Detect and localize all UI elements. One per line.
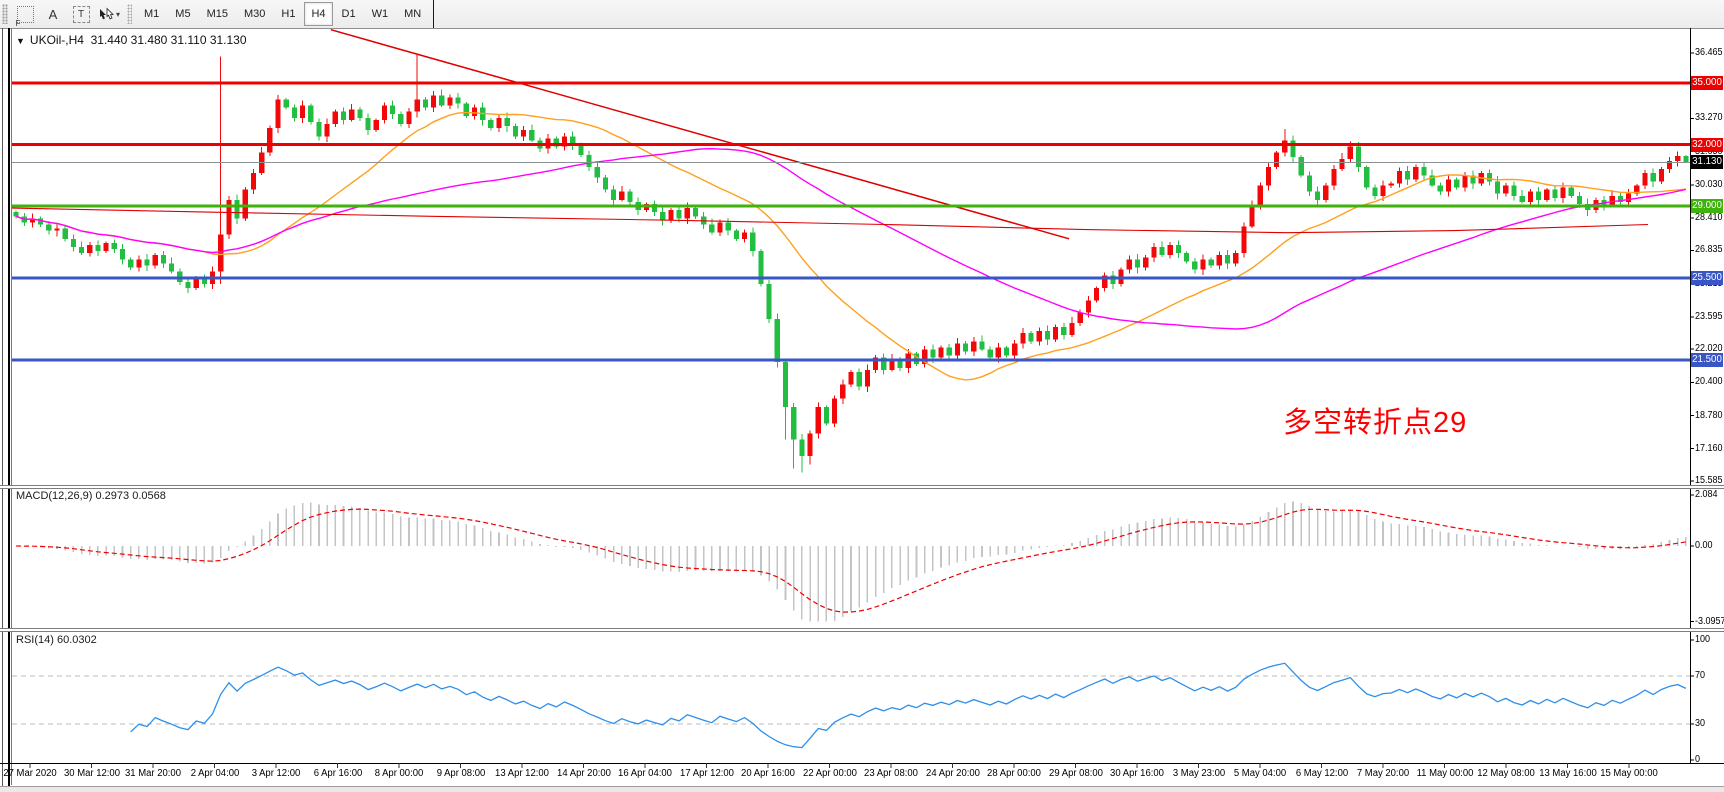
- price-axis-border: [1690, 28, 1691, 763]
- symbol-period-label: UKOil-,H4: [29, 33, 84, 47]
- textbox-icon: T: [72, 5, 90, 23]
- price-tick-label: 15.585: [1695, 475, 1723, 486]
- date-label[interactable]: 3 May 23:00: [1172, 768, 1225, 779]
- price-badge: 31.130: [1691, 155, 1724, 170]
- date-label[interactable]: 3 Apr 12:00: [251, 768, 301, 779]
- date-label[interactable]: 31 Mar 20:00: [125, 768, 181, 779]
- rsi-tick-label: 0: [1695, 754, 1701, 765]
- date-label[interactable]: 13 May 16:00: [1538, 768, 1597, 779]
- window-left-edge: [2, 28, 3, 792]
- date-label[interactable]: 12 May 08:00: [1477, 768, 1535, 779]
- price-tick-label: 22.020: [1695, 343, 1723, 355]
- text-box-tool-button[interactable]: T: [69, 3, 93, 25]
- macd-signal-value: 0.0568: [132, 490, 166, 502]
- annotation-text[interactable]: 多空转折点29: [1283, 407, 1468, 439]
- price-badge: 25.500: [1691, 270, 1724, 285]
- dock-frame-label: F: [15, 18, 21, 28]
- price-tick-label: 18.780: [1695, 409, 1723, 421]
- rsi-tick-label: 100: [1695, 634, 1711, 645]
- rsi-tick-label: 30: [1695, 718, 1706, 729]
- toolbar: F A T ▾ M1 M5 M15 M30 H1 H4 D1 W1 MN: [0, 0, 1724, 29]
- date-label[interactable]: 23 Apr 08:00: [864, 768, 918, 779]
- date-label[interactable]: 7 May 20:00: [1356, 768, 1410, 779]
- symbol-dropdown-icon: ▼: [16, 36, 25, 46]
- date-label[interactable]: 6 Apr 16:00: [313, 768, 362, 779]
- chart-left-border: [8, 28, 10, 792]
- window-bottom-strip: [0, 786, 1724, 792]
- date-label[interactable]: 2 Apr 04:00: [190, 768, 239, 779]
- rsi-tick-label: 70: [1695, 670, 1706, 681]
- date-label[interactable]: 22 Apr 00:00: [802, 768, 857, 779]
- price-tick-label: 17.160: [1695, 442, 1723, 454]
- tf-button-mn[interactable]: MN: [404, 8, 422, 20]
- date-label[interactable]: 20 Apr 16:00: [741, 768, 795, 779]
- tf-button-h4[interactable]: H4: [304, 2, 333, 26]
- date-label[interactable]: 5 May 04:00: [1233, 768, 1287, 779]
- macd-tick-label: 0.00: [1695, 540, 1713, 551]
- price-tick-label: 36.465: [1695, 47, 1723, 58]
- tf-button-w1[interactable]: W1: [371, 8, 389, 20]
- date-label[interactable]: 14 Apr 20:00: [556, 768, 611, 779]
- price-tick-label: 28.410: [1695, 212, 1723, 224]
- date-label[interactable]: 13 Apr 12:00: [495, 768, 549, 779]
- time-axis-line: [0, 763, 1724, 764]
- rsi-indicator-label: RSI(14) 60.0302: [16, 634, 97, 646]
- chart-ohlc-label: ▼ UKOil-,H4 31.440 31.480 31.110 31.130: [16, 33, 247, 47]
- price-badge: 29.000: [1691, 199, 1724, 214]
- date-label[interactable]: 9 Apr 08:00: [436, 768, 485, 779]
- toolbar-separator: [127, 4, 133, 24]
- tf-button-m15[interactable]: M15: [206, 8, 228, 20]
- price-tick-label: 26.835: [1695, 244, 1723, 256]
- price-badge: 35.000: [1691, 76, 1724, 91]
- tf-button-m1[interactable]: M1: [144, 8, 160, 20]
- dock-frame-icon[interactable]: F: [13, 3, 37, 28]
- macd-tick-label: 2.084: [1695, 489, 1718, 501]
- toolbar-end-divider: [433, 0, 435, 28]
- dropdown-caret-icon: ▾: [116, 9, 121, 19]
- pane-separator-macd[interactable]: [0, 485, 1724, 489]
- date-label[interactable]: 15 May 00:00: [1600, 768, 1658, 779]
- price-badge: 32.000: [1691, 137, 1724, 152]
- date-label[interactable]: 11 May 00:00: [1416, 768, 1473, 779]
- arrows-icon: [100, 7, 114, 20]
- tf-button-h1[interactable]: H1: [281, 8, 296, 20]
- text-label-tool-button[interactable]: A: [48, 6, 58, 22]
- macd-tick-label: -3.0957: [1695, 615, 1724, 627]
- date-label[interactable]: 27 Mar 2020: [3, 768, 57, 779]
- price-badge: 21.500: [1691, 352, 1724, 367]
- date-label[interactable]: 16 Apr 04:00: [618, 768, 672, 779]
- tf-button-m30[interactable]: M30: [243, 8, 266, 20]
- date-label[interactable]: 28 Apr 00:00: [987, 768, 1041, 779]
- tf-button-m5[interactable]: M5: [175, 8, 191, 20]
- date-label[interactable]: 29 Apr 08:00: [1048, 768, 1103, 779]
- price-tick-label: 30.030: [1695, 178, 1723, 190]
- date-label[interactable]: 30 Apr 16:00: [1110, 768, 1164, 779]
- arrow-objects-button[interactable]: ▾: [97, 3, 121, 25]
- tf-button-d1[interactable]: D1: [341, 8, 356, 20]
- date-label[interactable]: 8 Apr 00:00: [374, 768, 424, 779]
- date-label[interactable]: 6 May 12:00: [1295, 768, 1348, 779]
- toolbar-grip: [2, 4, 8, 24]
- date-label[interactable]: 17 Apr 12:00: [679, 768, 734, 779]
- date-label[interactable]: 30 Mar 12:00: [63, 768, 120, 779]
- pane-separator-rsi[interactable]: [0, 628, 1724, 632]
- macd-indicator-label: MACD(12,26,9) 0.2973 0.0568: [16, 490, 166, 502]
- price-tick-label: 33.270: [1695, 112, 1723, 124]
- ohlc-values-label: 31.440 31.480 31.110 31.130: [90, 33, 247, 47]
- date-label[interactable]: 24 Apr 20:00: [925, 768, 980, 779]
- macd-main-value: 0.2973: [95, 490, 130, 502]
- rsi-value: 60.0302: [56, 634, 97, 646]
- price-tick-label: 20.400: [1695, 376, 1723, 388]
- plot-left-border: [11, 28, 12, 785]
- price-tick-label: 23.595: [1695, 310, 1723, 322]
